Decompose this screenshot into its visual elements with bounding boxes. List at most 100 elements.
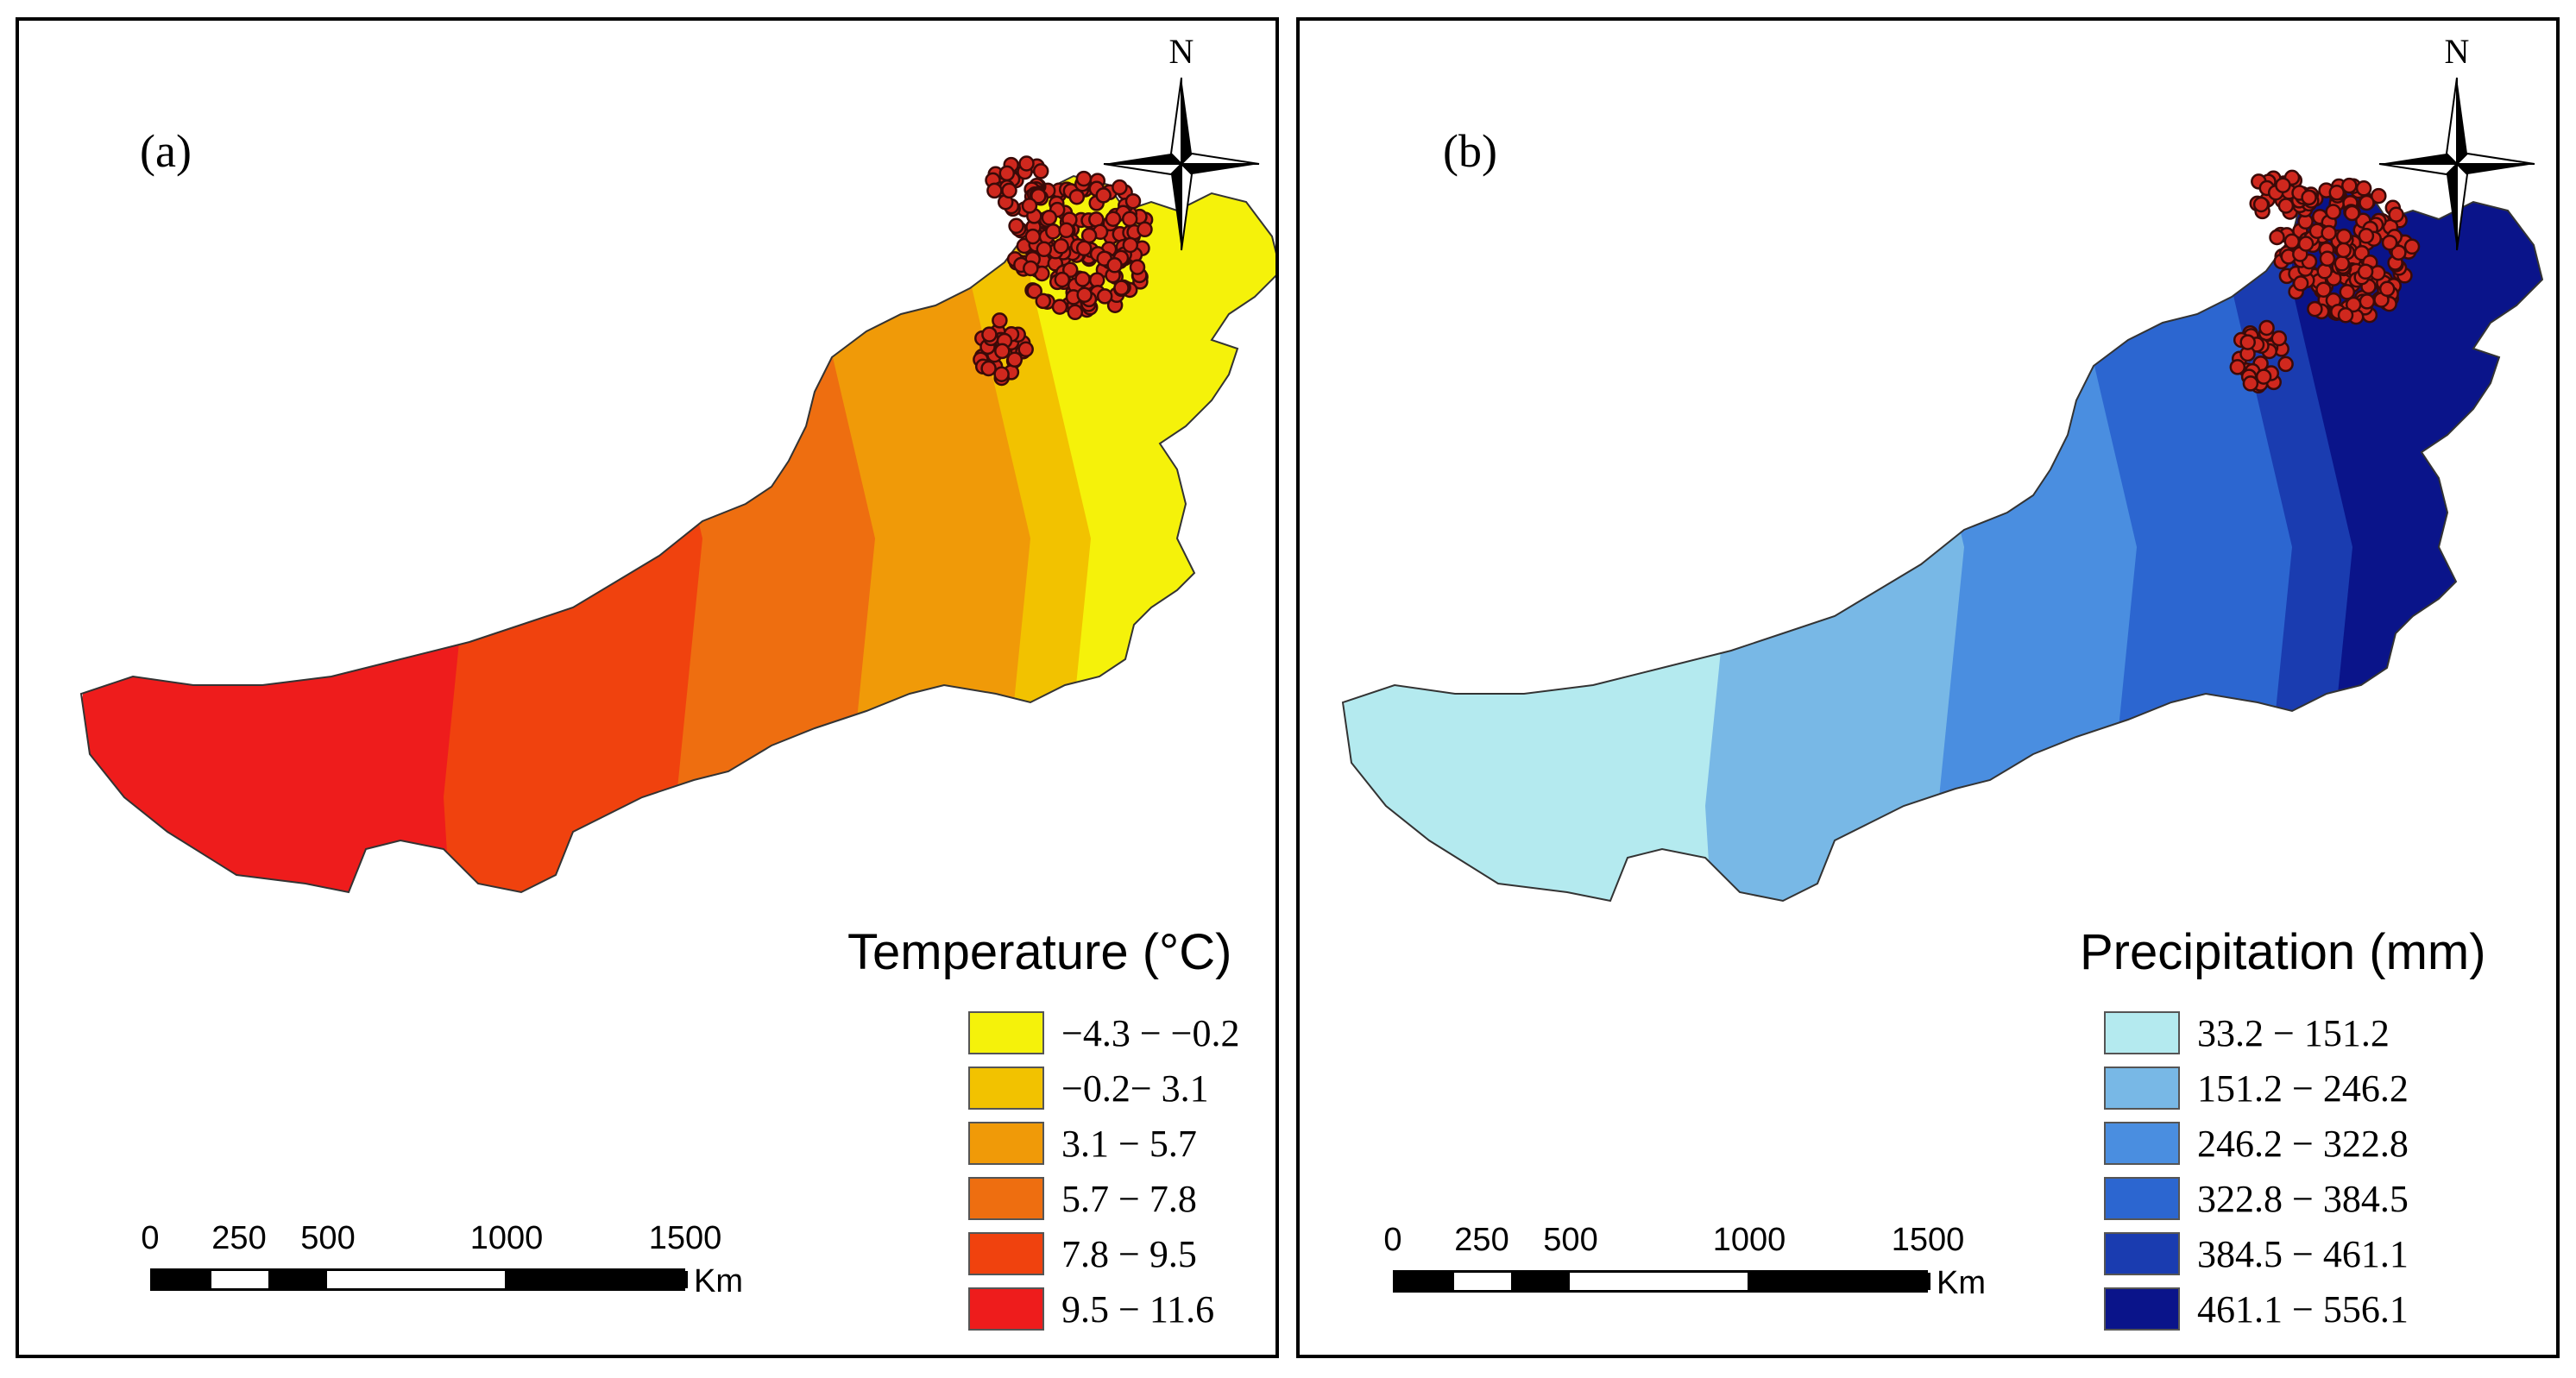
legend-label: 33.2 − 151.2: [2197, 1012, 2390, 1054]
sample-point: [2378, 280, 2396, 298]
legend-swatch: [2104, 1287, 2180, 1331]
sample-point: [994, 343, 1011, 360]
sample-point: [980, 360, 997, 377]
sample-point: [1045, 223, 1061, 240]
legend-swatch: [968, 1122, 1044, 1165]
sample-point: [2357, 263, 2374, 280]
sample-point: [1024, 228, 1042, 245]
legend-label: 7.8 − 9.5: [1061, 1233, 1197, 1275]
sample-point: [2334, 255, 2351, 272]
sample-point: [2355, 180, 2372, 197]
sample-point: [2328, 184, 2346, 201]
sample-points-cluster: [2229, 169, 2421, 394]
sample-point: [2344, 204, 2360, 222]
legend-label: 151.2 − 246.2: [2197, 1067, 2409, 1110]
north-arrow-b: N: [2375, 33, 2539, 257]
sample-point: [1018, 155, 1035, 172]
sample-points-cluster: [973, 155, 1154, 387]
sample-point: [2358, 228, 2375, 244]
sample-point: [2381, 234, 2398, 251]
sample-point: [2292, 275, 2309, 292]
sample-point: [2269, 229, 2285, 246]
sample-point: [2239, 334, 2256, 350]
sample-point: [2258, 319, 2275, 337]
sample-point: [1041, 210, 1058, 226]
sample-point: [1106, 257, 1123, 274]
sample-point: [2341, 177, 2358, 194]
legend-swatch: [2104, 1122, 2180, 1165]
sample-point: [2359, 194, 2375, 211]
legend-title-precipitation: Precipitation (mm): [2080, 924, 2486, 980]
legend-label: −4.3 − −0.2: [1061, 1012, 1240, 1054]
sample-point: [1017, 341, 1034, 358]
sample-point: [1032, 163, 1049, 179]
north-arrow-a: N: [1099, 33, 1263, 257]
scale-tick-250: 250: [211, 1220, 267, 1256]
sample-point: [1023, 260, 1039, 277]
legend-label: 3.1 − 5.7: [1061, 1123, 1197, 1165]
legend-swatch: [968, 1232, 1044, 1275]
legend-swatch: [968, 1011, 1044, 1054]
sample-point: [1124, 192, 1142, 210]
sample-point: [1035, 293, 1052, 310]
sample-point: [1021, 198, 1038, 214]
legend-swatch: [968, 1177, 1044, 1220]
temperature-map-region: [79, 155, 1275, 894]
sample-point: [2315, 281, 2332, 298]
sample-point: [2335, 242, 2352, 259]
sample-point: [2277, 356, 2294, 373]
sample-point: [1001, 182, 1017, 199]
sample-point: [1026, 283, 1042, 299]
sample-point: [2277, 198, 2295, 214]
sample-point: [1036, 241, 1053, 258]
panel-a-temperature-map: (a) N Temperature (°C) −4.3 − −0.2 −0.2− …: [16, 17, 1279, 1358]
sample-point: [2388, 206, 2404, 223]
sample-point: [981, 326, 998, 343]
sample-point: [1076, 286, 1093, 303]
sample-point: [2301, 189, 2317, 206]
sample-point: [1113, 280, 1130, 296]
sample-point: [1122, 236, 1139, 254]
sample-point: [2319, 250, 2336, 267]
legend-label: 5.7 − 7.8: [1061, 1178, 1197, 1220]
sample-point: [992, 312, 1008, 329]
sample-point: [2283, 233, 2301, 250]
sample-point: [2271, 330, 2288, 347]
sample-point: [2390, 244, 2407, 261]
sample-point: [1095, 187, 1112, 204]
sample-point: [1006, 351, 1023, 368]
sample-point: [986, 182, 1003, 199]
sample-point: [2335, 228, 2352, 245]
sample-point: [2337, 306, 2354, 324]
north-label: N: [1168, 32, 1194, 71]
scale-tick-250: 250: [1454, 1222, 1509, 1258]
map-outline: [1341, 183, 2544, 903]
scale-bar-graphic: [1393, 1270, 1930, 1293]
legend-swatch: [2104, 1011, 2180, 1054]
legend-swatch: [2104, 1177, 2180, 1220]
scale-bar-b: 0 250 500 1000 1500 Km: [1383, 1222, 2014, 1325]
sample-point: [1030, 187, 1047, 204]
legend-label: 246.2 − 322.8: [2197, 1123, 2409, 1165]
sample-point: [2339, 284, 2356, 300]
sample-point: [1051, 299, 1068, 315]
sample-point: [2359, 293, 2376, 310]
sample-point: [1129, 259, 1146, 275]
north-label: N: [2444, 32, 2470, 71]
panel-b-precipitation-map: (b) N Precipitation (mm) 33.2 − 151.2 151…: [1296, 17, 2560, 1358]
legend-swatch: [968, 1067, 1044, 1110]
sample-point: [2403, 238, 2421, 255]
legend-swatch: [968, 1287, 1044, 1331]
sample-point: [2252, 196, 2270, 213]
sample-point: [2242, 375, 2259, 392]
sample-point: [1058, 222, 1074, 239]
map-outline: [79, 174, 1275, 894]
sample-point: [1075, 170, 1093, 187]
panel-b-label: (b): [1443, 125, 1497, 177]
panel-a-label: (a): [140, 125, 192, 177]
compass-rose-icon: [1103, 77, 1260, 251]
scale-tick-1500: 1500: [1891, 1222, 1965, 1258]
sample-point: [1068, 188, 1086, 205]
legend-label: −0.2− 3.1: [1061, 1067, 1209, 1110]
sample-point: [2321, 224, 2337, 242]
